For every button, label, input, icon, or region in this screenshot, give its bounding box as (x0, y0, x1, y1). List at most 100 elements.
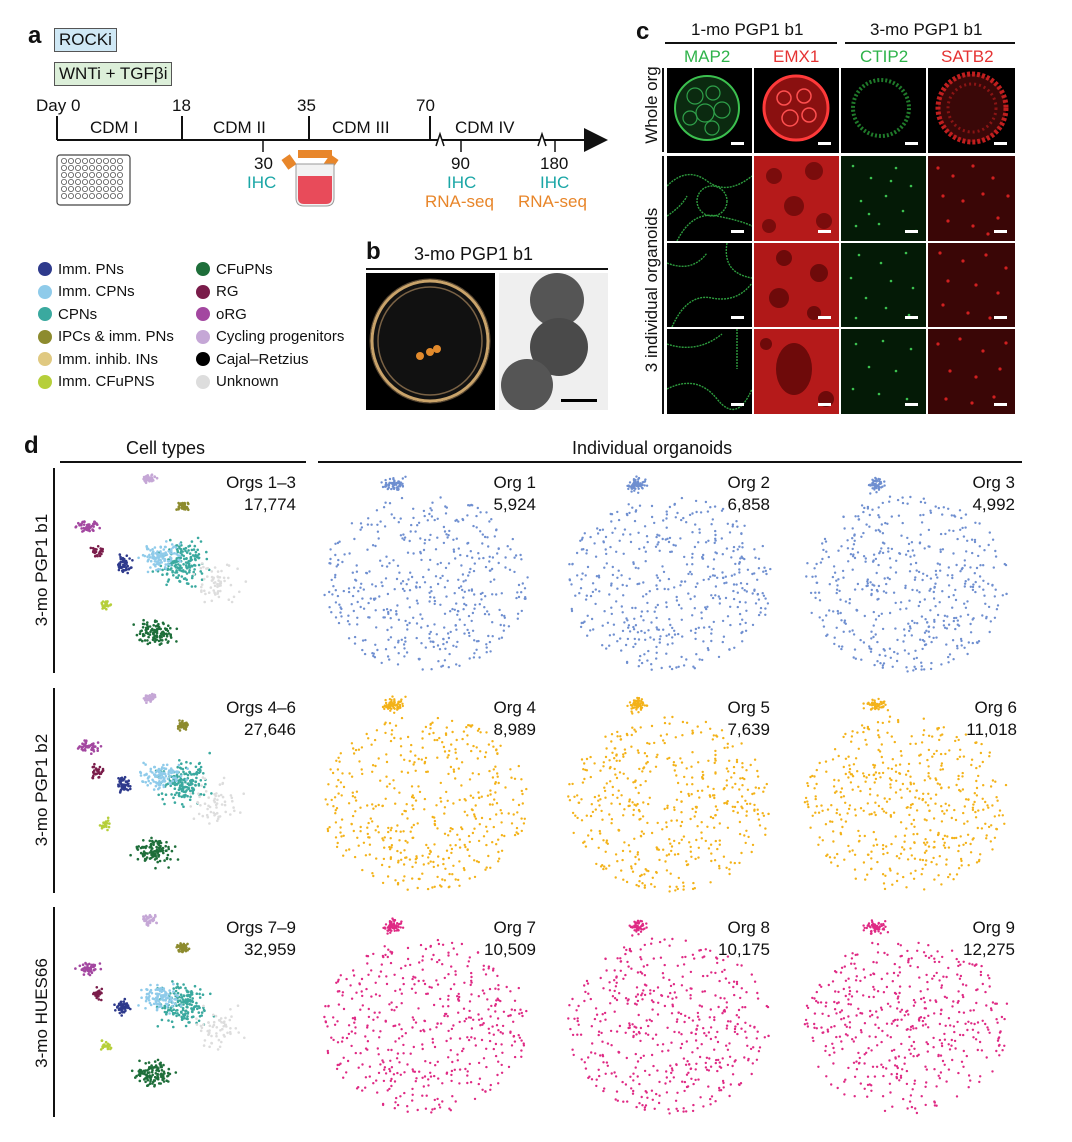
tsne-point (185, 557, 188, 560)
tsne-point (866, 873, 869, 876)
tsne-point (947, 595, 951, 599)
tsne-point (974, 810, 977, 814)
tsne-point (337, 792, 340, 795)
tsne-point (694, 857, 697, 861)
tsne-point (463, 602, 466, 606)
tsne-point (726, 800, 729, 803)
tsne-point (878, 482, 881, 486)
tsne-point (668, 890, 671, 893)
tsne-point (733, 573, 736, 576)
tsne-point (106, 828, 109, 832)
tsne-point (953, 808, 956, 812)
tsne-point (181, 723, 184, 726)
tsne-point (178, 729, 182, 732)
tsne-point (443, 812, 446, 815)
tsne-point (403, 849, 406, 852)
tsne-point (186, 773, 190, 777)
tsne-point (202, 772, 205, 775)
tsne-point (609, 545, 612, 549)
legend-item: Imm. CPNs (38, 281, 174, 304)
tsne-point (187, 782, 190, 785)
tsne-point (469, 567, 472, 571)
tsne-point (668, 665, 672, 668)
tsne-point (436, 716, 440, 720)
tsne-point (401, 477, 404, 480)
tsne-point (424, 646, 427, 649)
tsne-point (178, 568, 181, 572)
tsne-point (689, 629, 693, 632)
tsne-point (159, 627, 162, 631)
tsne-point (339, 611, 342, 614)
tsne-point (391, 702, 395, 705)
tsne-point (862, 730, 865, 734)
dish-photo (366, 273, 495, 410)
tsne-point (870, 630, 873, 633)
tsne-point (175, 508, 178, 511)
tsne-point (98, 526, 101, 530)
tsne-point (644, 550, 647, 553)
tsne-point (1004, 563, 1008, 567)
tsne-point (633, 837, 636, 840)
tsne-point (232, 806, 235, 809)
tsne-point (175, 773, 179, 777)
tsne-point (418, 586, 422, 589)
tsne-point (730, 556, 733, 559)
tsne-point (475, 514, 478, 518)
tsne-point (172, 561, 175, 565)
tsne-point (365, 572, 369, 575)
tsne-point (495, 593, 498, 596)
tsne-point (487, 634, 490, 638)
tsne-point (462, 867, 466, 870)
tsne-point (865, 523, 868, 526)
tsne-point (995, 827, 998, 831)
tsne-point (469, 725, 473, 728)
tsne-point (673, 808, 676, 812)
tsne-point (764, 597, 767, 600)
tsne-point (409, 830, 412, 833)
tsne-point (885, 591, 888, 594)
tsne-point (446, 536, 449, 539)
tsne-point (376, 825, 379, 828)
tsne-point (386, 655, 390, 658)
tsne-point (422, 575, 425, 579)
tsne-point (964, 841, 968, 845)
tsne-point (90, 748, 93, 751)
tsne-point (886, 522, 889, 525)
tsne-point (718, 839, 721, 842)
tsne-point (353, 635, 357, 639)
tsne-point (371, 770, 374, 773)
tsne-point (449, 630, 452, 634)
tsne-point (167, 993, 171, 996)
tsne-point (985, 837, 988, 840)
tsne-point (431, 815, 434, 819)
tsne-point (732, 765, 736, 769)
tsne-point (323, 593, 326, 597)
tsne-point (171, 552, 174, 555)
marker-ctip2: CTIP2 (860, 47, 909, 66)
day-label-35: 35 (297, 96, 316, 115)
tsne-point (154, 564, 157, 568)
tsne-point (171, 1001, 174, 1004)
tsne-point (670, 667, 674, 671)
tsne-point (628, 511, 631, 515)
tsne-point (619, 637, 622, 640)
tsne-point (898, 772, 902, 775)
tsne-point (733, 771, 736, 775)
tsne-point (334, 589, 337, 592)
tsne-point (352, 586, 356, 589)
tsne-point (656, 533, 659, 536)
tsne-point (137, 1004, 140, 1007)
tsne-point (832, 785, 836, 788)
tsne-point (520, 789, 523, 793)
tsne-point (928, 635, 931, 638)
tsne-point (821, 542, 824, 545)
tsne-point (604, 755, 608, 759)
tsne-point (359, 586, 362, 589)
tsne-point (675, 595, 678, 599)
tsne-point (822, 625, 826, 628)
tsne-point (479, 750, 482, 753)
tsne-point (924, 801, 927, 804)
tsne-point (616, 640, 619, 643)
tsne-point (180, 1015, 183, 1019)
tsne-point (473, 875, 477, 879)
